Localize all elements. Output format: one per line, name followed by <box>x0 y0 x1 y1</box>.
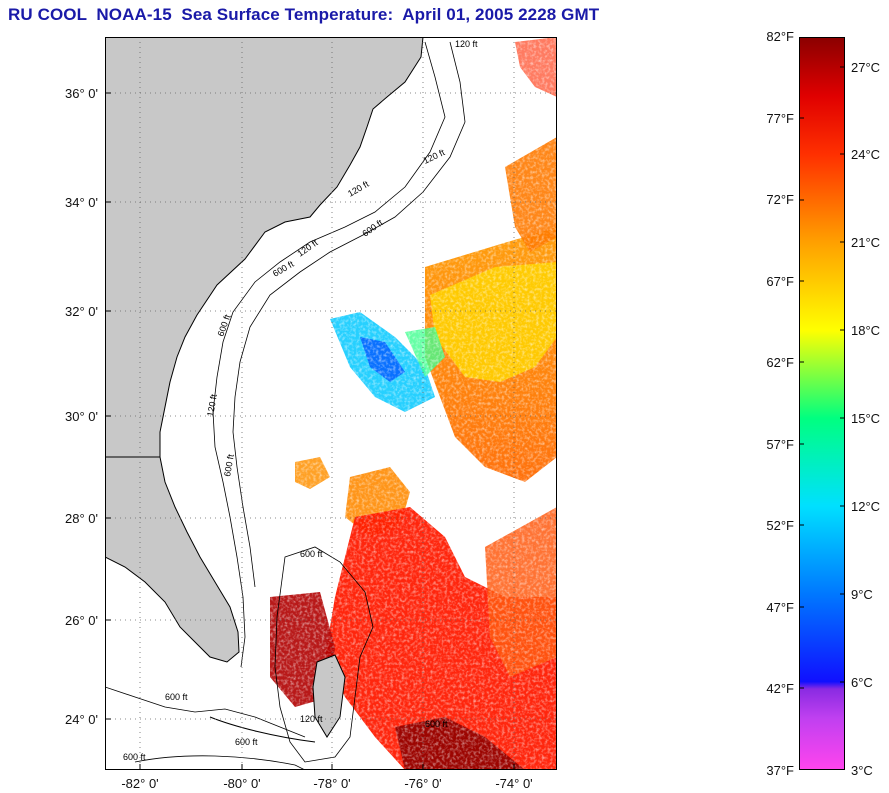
lon-label: -82° 0' <box>121 776 159 791</box>
contour-label: 120 ft <box>300 714 323 724</box>
contour-120ft <box>212 41 446 668</box>
celsius-label: 15°C <box>851 411 881 426</box>
andros-island-land <box>312 654 346 738</box>
florida-peninsula-land <box>105 456 240 663</box>
lat-label: 34° 0' <box>65 195 98 210</box>
contour-label: 600 ft <box>425 719 448 729</box>
graticule <box>105 37 557 770</box>
celsius-label: 18°C <box>851 323 881 338</box>
land-layer <box>105 37 424 743</box>
fahrenheit-label: 42°F <box>766 681 794 696</box>
lon-label: -80° 0' <box>223 776 261 791</box>
lat-label: 24° 0' <box>65 712 98 727</box>
contour-600ft <box>232 41 466 588</box>
celsius-label: 21°C <box>851 235 881 250</box>
colorbar-gradient <box>799 37 845 770</box>
us-east-coast-land <box>105 37 424 458</box>
celsius-label: 6°C <box>851 675 873 690</box>
bathymetry-contours <box>105 41 466 770</box>
map-title: RU COOL NOAA-15 Sea Surface Temperature:… <box>8 5 600 24</box>
celsius-label: 3°C <box>851 763 873 778</box>
colorbar-ticks <box>799 66 845 689</box>
contour-label: 120 ft <box>455 39 478 49</box>
contour-label: 600 ft <box>222 453 236 477</box>
contour-bahamas <box>274 546 374 763</box>
fahrenheit-label: 47°F <box>766 600 794 615</box>
contour-label: 600 ft <box>165 692 188 702</box>
fahrenheit-label: 52°F <box>766 518 794 533</box>
celsius-label: 9°C <box>851 587 873 602</box>
contour-label: 120 ft <box>205 393 219 417</box>
sst-map: 120 ft 120 ft 120 ft 600 ft 120 ft 600 f… <box>105 37 557 770</box>
lon-label: -74° 0' <box>495 776 533 791</box>
fahrenheit-label: 72°F <box>766 192 794 207</box>
lat-label: 30° 0' <box>65 409 98 424</box>
contour-keys <box>105 686 306 738</box>
fahrenheit-label: 82°F <box>766 29 794 44</box>
celsius-label: 24°C <box>851 147 881 162</box>
lon-label: -76° 0' <box>404 776 442 791</box>
contour-label: 600 ft <box>123 752 146 762</box>
lon-label: -78° 0' <box>313 776 351 791</box>
celsius-label: 27°C <box>851 60 881 75</box>
temperature-colorbar <box>799 37 845 770</box>
contour-label: 600 ft <box>235 737 258 747</box>
lat-label: 36° 0' <box>65 86 98 101</box>
lat-label: 32° 0' <box>65 304 98 319</box>
contour-cuba <box>134 755 306 770</box>
lat-label: 26° 0' <box>65 613 98 628</box>
celsius-label: 12°C <box>851 499 881 514</box>
lat-label: 28° 0' <box>65 511 98 526</box>
fahrenheit-label: 37°F <box>766 763 794 778</box>
fahrenheit-label: 57°F <box>766 437 794 452</box>
fahrenheit-label: 62°F <box>766 355 794 370</box>
florida-keys-land <box>209 716 316 743</box>
fahrenheit-label: 77°F <box>766 111 794 126</box>
map-frame <box>105 37 557 770</box>
contour-label: 600 ft <box>300 549 323 559</box>
fahrenheit-label: 67°F <box>766 274 794 289</box>
